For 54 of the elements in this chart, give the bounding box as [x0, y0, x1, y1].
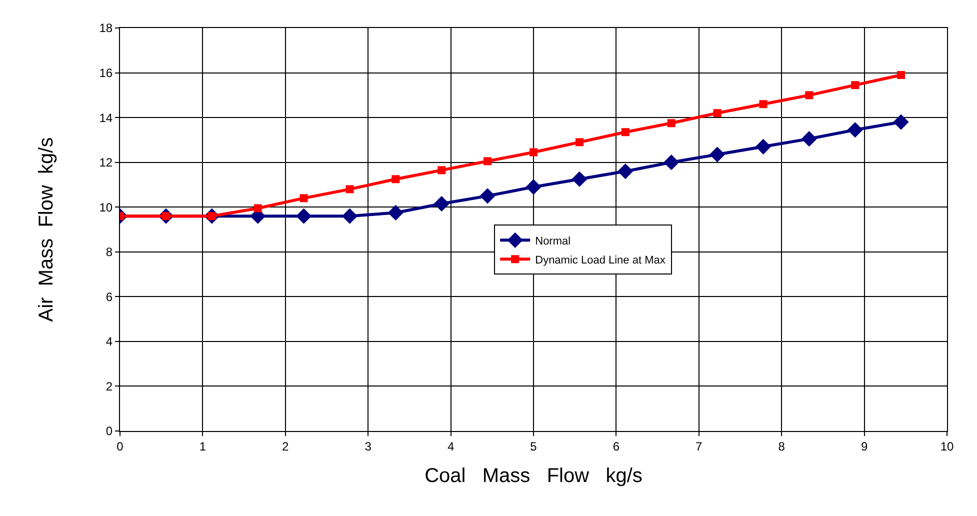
point: [667, 119, 676, 128]
y-tick-label: 0: [106, 424, 113, 438]
x-tick-label: 10: [940, 439, 954, 454]
point: [572, 171, 588, 187]
x-tick-label: 2: [282, 439, 290, 454]
point: [342, 208, 358, 224]
point: [530, 148, 538, 156]
point: [709, 146, 726, 162]
point: [755, 138, 772, 154]
point: [392, 175, 400, 184]
y-tick-label: 2: [106, 379, 113, 394]
x-tick-label: 1: [199, 439, 206, 454]
point: [346, 185, 354, 194]
x-axis-title: Coal Mass Flow kg/s: [424, 464, 642, 487]
point: [484, 157, 492, 166]
point: [805, 91, 814, 100]
x-tick-label: 4: [447, 439, 454, 454]
x-tick-label: 3: [364, 439, 372, 454]
y-tick-label: 18: [99, 21, 113, 36]
point: [851, 81, 860, 90]
legend-label: Normal: [535, 235, 571, 248]
point: [713, 109, 722, 118]
point: [621, 128, 630, 136]
y-tick-label: 14: [99, 110, 113, 125]
point: [254, 204, 262, 212]
point: [847, 122, 863, 138]
x-tick-label: 6: [612, 439, 620, 454]
point: [296, 208, 312, 224]
y-tick-label: 4: [106, 334, 113, 349]
x-tick-label: 0: [116, 439, 124, 454]
point: [801, 131, 817, 147]
x-tick-label: 5: [530, 439, 538, 454]
point: [438, 166, 446, 174]
point: [388, 204, 404, 221]
point: [664, 154, 680, 170]
point: [300, 194, 308, 202]
y-axis-title: Air Mass Flow kg/s: [36, 137, 58, 322]
point: [897, 71, 906, 80]
point: [526, 179, 542, 195]
point: [434, 196, 450, 212]
legend-label: Dynamic Load Line at Max: [535, 254, 666, 266]
x-tick-label: 7: [696, 439, 703, 454]
point: [575, 138, 584, 146]
point: [893, 114, 909, 130]
point: [480, 188, 496, 204]
y-tick-label: 6: [106, 290, 113, 304]
y-tick-label: 10: [99, 200, 113, 214]
y-tick-label: 16: [99, 66, 113, 80]
point: [618, 163, 634, 180]
x-tick-label: 8: [778, 439, 786, 454]
y-tick-label: 12: [99, 156, 113, 170]
y-tick-label: 8: [106, 245, 113, 260]
x-tick-label: 9: [860, 439, 868, 454]
point: [759, 100, 768, 108]
